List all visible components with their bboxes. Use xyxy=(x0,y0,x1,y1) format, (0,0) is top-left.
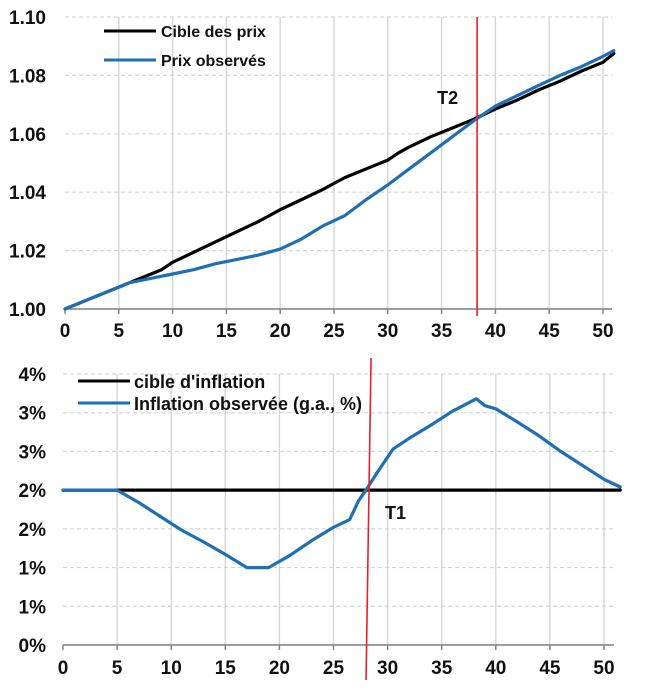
x-tick-label: 45 xyxy=(539,321,561,342)
y-tick-label: 3% xyxy=(19,442,47,463)
x-tick-label: 35 xyxy=(431,658,453,679)
series-line-observed xyxy=(61,397,622,570)
event-marker-line xyxy=(365,357,372,681)
x-tick-label: 40 xyxy=(485,658,506,679)
x-tick-label: 10 xyxy=(162,321,183,342)
x-tick-label: 40 xyxy=(485,321,506,342)
legend-label-cible-inflation: cible d'inflation xyxy=(134,372,265,392)
series-line-observed xyxy=(63,48,616,311)
y-tick-label: 1.10 xyxy=(9,8,46,29)
event-marker-label: T2 xyxy=(437,88,458,108)
price-chart-y-ticks: 1.00 1.02 1.04 1.06 1.08 1.10 xyxy=(9,8,46,321)
x-tick-label: 30 xyxy=(377,658,398,679)
x-tick-label: 50 xyxy=(592,321,613,342)
inflation-chart-legend: cible d'inflation Inflation observée (g.… xyxy=(78,372,362,414)
y-tick-label: 2% xyxy=(19,481,47,502)
y-tick-label: 2% xyxy=(19,520,47,541)
inflation-chart-marker: T1 xyxy=(365,357,406,681)
x-tick-label: 35 xyxy=(431,321,453,342)
x-tick-label: 5 xyxy=(114,321,125,342)
legend-label-inflation-observee: Inflation observée (g.a., %) xyxy=(134,394,362,414)
y-tick-label: 4% xyxy=(19,365,47,386)
series-line-target xyxy=(63,51,616,311)
y-tick-label: 1.00 xyxy=(9,300,46,321)
y-tick-label: 1.06 xyxy=(9,125,46,146)
x-tick-label: 45 xyxy=(539,658,561,679)
x-tick-label: 10 xyxy=(161,658,182,679)
inflation-chart-series xyxy=(61,397,622,570)
x-tick-label: 15 xyxy=(216,321,238,342)
legend-label-prix-observes: Prix observés xyxy=(161,53,266,70)
x-tick-label: 15 xyxy=(215,658,237,679)
x-tick-label: 25 xyxy=(323,321,345,342)
x-tick-label: 0 xyxy=(58,658,69,679)
event-marker-label: T1 xyxy=(385,503,406,523)
y-tick-label: 1.08 xyxy=(9,66,46,87)
y-tick-label: 0% xyxy=(19,636,47,657)
inflation-chart-axes xyxy=(62,644,614,650)
y-tick-label: 1.02 xyxy=(9,242,46,263)
legend-label-cible-des-prix: Cible des prix xyxy=(161,24,266,41)
x-tick-label: 0 xyxy=(60,321,71,342)
x-tick-label: 50 xyxy=(593,658,614,679)
price-chart-marker: T2 xyxy=(437,17,478,316)
inflation-chart-grid xyxy=(63,373,614,645)
x-tick-label: 25 xyxy=(323,658,345,679)
price-chart-grid xyxy=(65,16,612,309)
price-chart: 0 5 10 15 20 25 30 35 40 45 50 1.001.021.041.061.0… xyxy=(9,8,616,342)
x-tick-label: 5 xyxy=(112,658,123,679)
x-tick-label: 20 xyxy=(270,321,291,342)
price-chart-x-ticks: 0 5 10 15 20 25 30 35 40 45 50 xyxy=(60,321,614,342)
inflation-chart-y-ticks: 0% 1% 1% 2% 2% 3% 3% 4% xyxy=(19,365,47,657)
y-tick-label: 3% xyxy=(19,404,47,425)
price-chart-axes xyxy=(64,308,612,314)
y-tick-label: 1.04 xyxy=(9,183,46,204)
x-tick-label: 30 xyxy=(377,321,398,342)
y-tick-label: 1% xyxy=(19,597,47,618)
inflation-chart: 0 5 10 15 20 25 30 35 40 45 50 0% 1% 1% 2% 2% 3% 3% 4% T1… xyxy=(19,357,622,681)
price-chart-legend: Cible des prix Prix observés xyxy=(104,24,266,70)
inflation-chart-x-ticks: 0 5 10 15 20 25 30 35 40 45 50 xyxy=(58,658,615,679)
x-tick-label: 20 xyxy=(269,658,290,679)
price-chart-series xyxy=(63,48,616,311)
y-tick-label: 1% xyxy=(19,559,47,580)
